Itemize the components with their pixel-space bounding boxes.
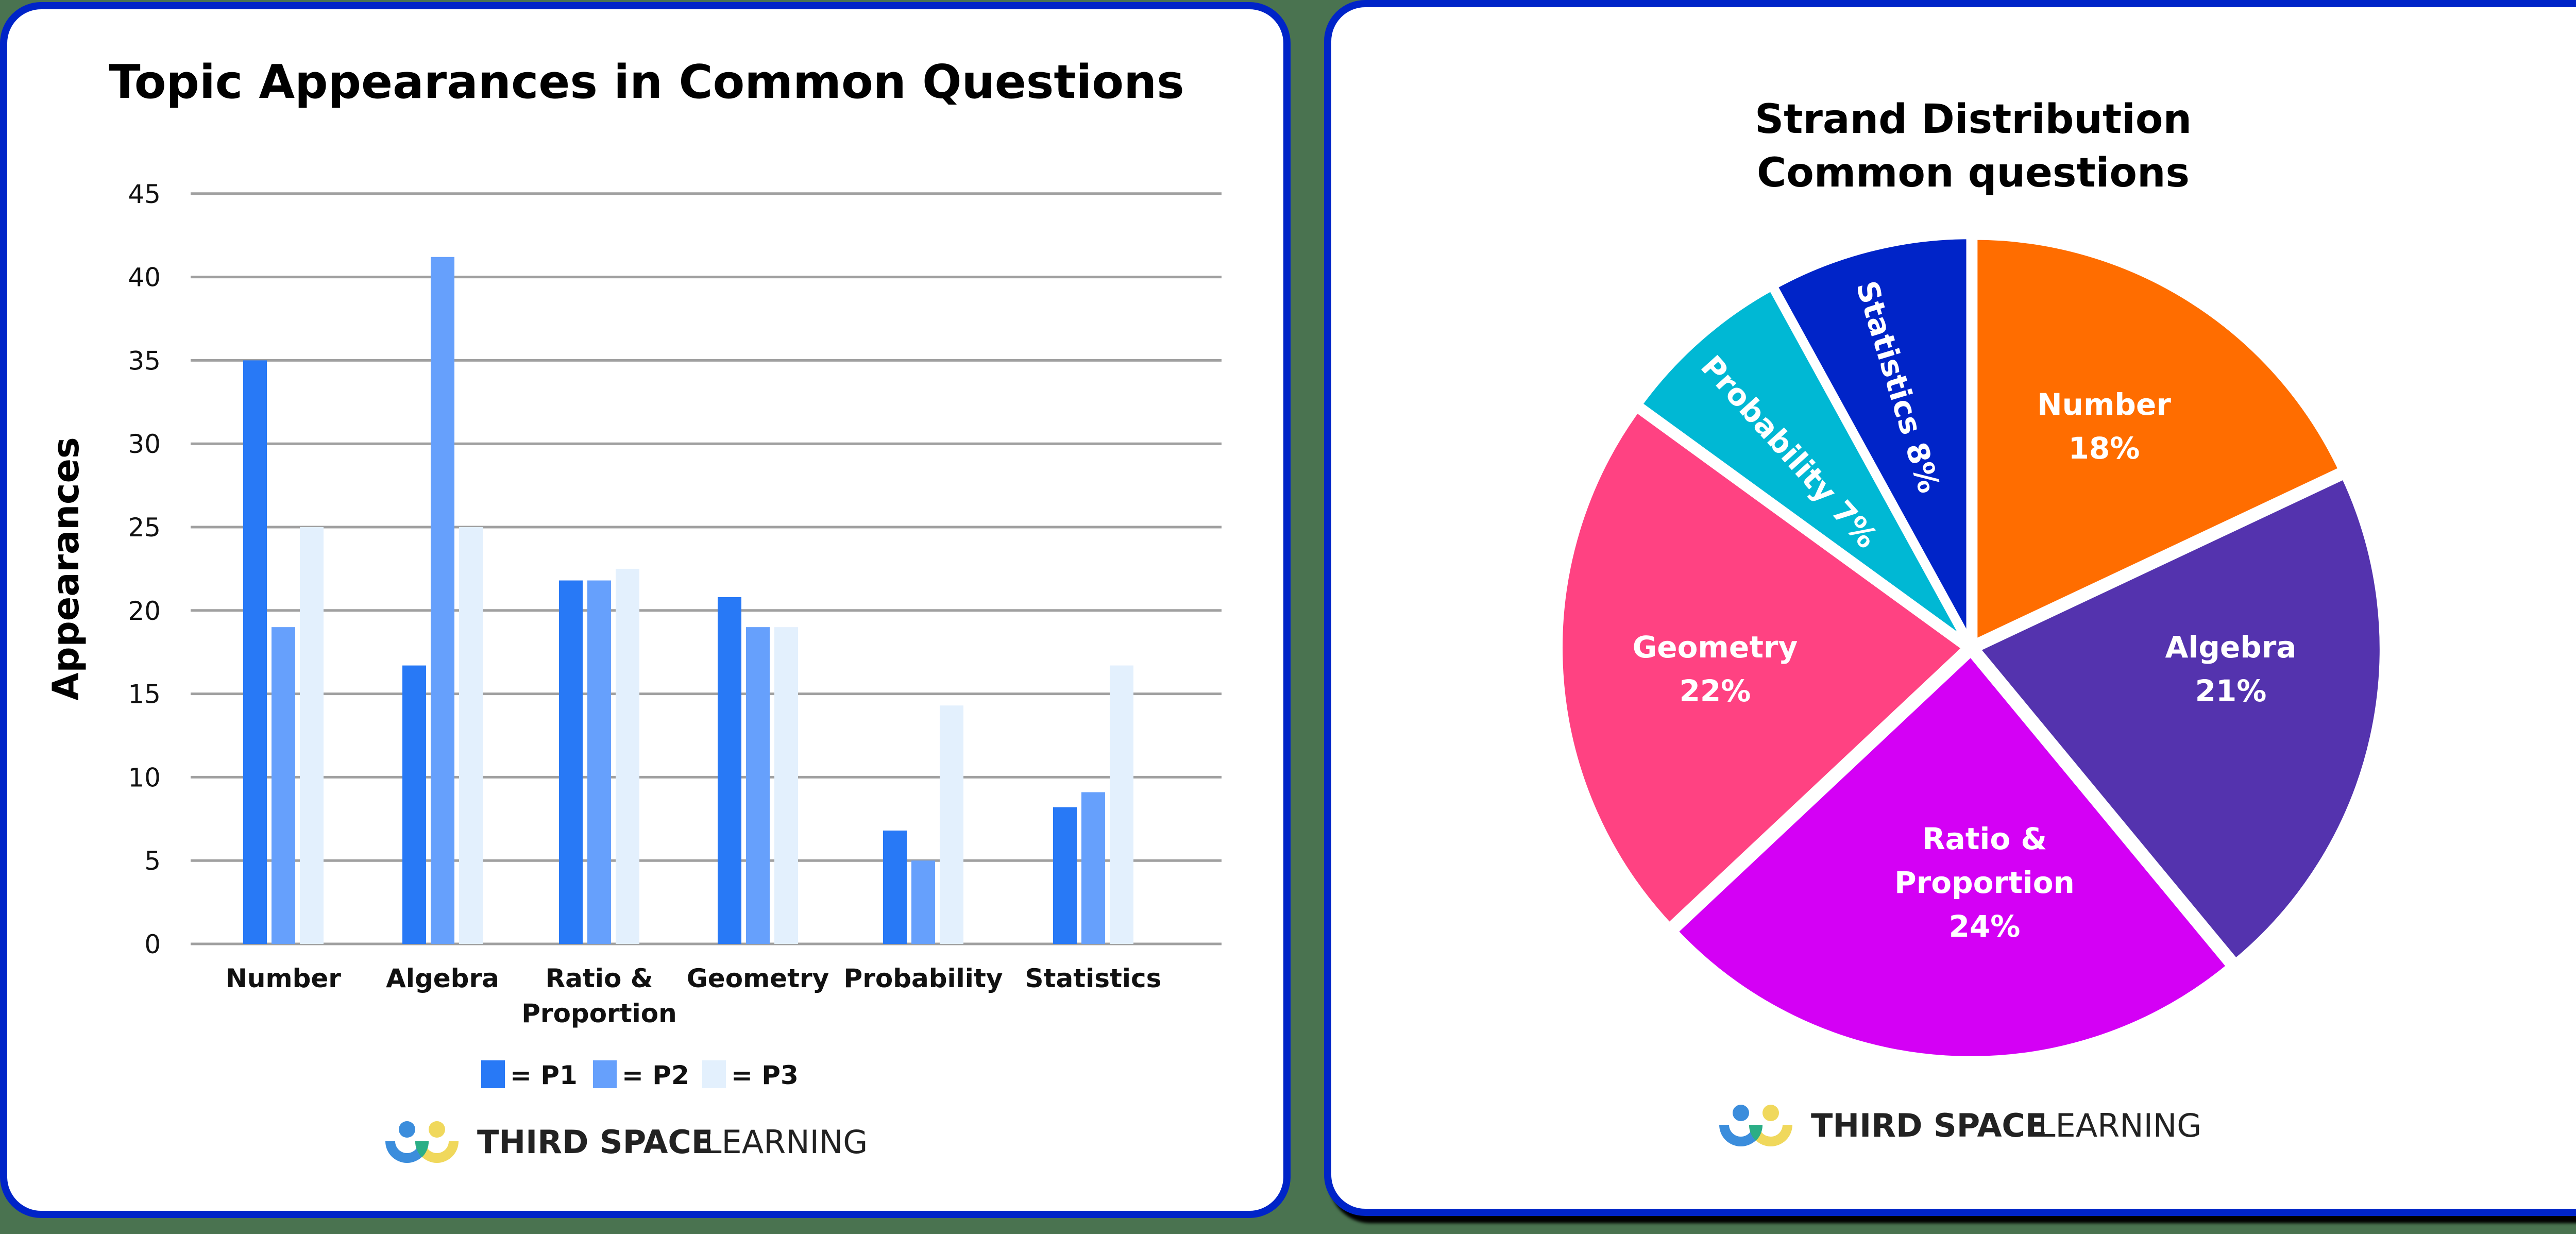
bar-p3 [1110,665,1133,944]
category-label: Ratio & [546,963,653,993]
legend-swatch-p2 [593,1060,617,1088]
category-label: Probability [844,963,1003,993]
slice-label-proportion: Proportion [1894,865,2075,900]
bar-p2 [746,627,770,944]
logo-text-bold: THIRD SPACE [477,1123,713,1161]
bar-p3 [300,527,324,944]
slice-label-ratio: Ratio & [1922,821,2047,856]
category-label: Number [226,963,341,993]
y-tick-label: 45 [128,179,161,209]
logo-text-light: LEARNING [704,1123,868,1161]
category-label: Algebra [386,963,499,993]
bar-p3 [459,527,483,944]
bar-p3 [774,627,798,944]
pie-slice-probability [1635,283,1972,648]
y-tick-label: 35 [128,346,161,376]
bar-p1 [1053,807,1077,944]
slice-pct-algebra: 21% [2195,673,2267,708]
bar-p1 [718,597,741,944]
bar-p2 [272,627,295,944]
third-space-learning-logo: THIRD SPACE LEARNING [385,1121,868,1163]
category-label: Statistics [1025,963,1162,993]
pie-slice-statistics [1770,232,1974,647]
bar-p1 [559,580,583,944]
y-tick-label: 15 [128,680,161,709]
legend-label-p3: = P3 [731,1060,799,1090]
legend-label-p1: = P1 [510,1060,578,1090]
third-space-learning-logo-right: THIRD SPACE LEARNING [1719,1105,2201,1146]
logo-icon [385,1121,459,1163]
pie-slices [1555,232,2387,1063]
y-axis-label: Appearances [45,437,87,700]
category-label: Geometry [687,963,829,993]
category-labels: Number Algebra Ratio & Proportion Geometry Pr… [226,963,1161,1028]
logo-text-bold: THIRD SPACE [1811,1107,2047,1144]
bar-p1 [883,830,907,944]
legend: = P1 = P2 = P3 [481,1060,799,1090]
pie-slice-geometry [1555,405,1970,931]
y-tick-label: 5 [144,846,161,876]
slice-pct-number: 18% [2069,431,2140,466]
pie-slice-number [1970,232,2346,647]
bar-p3 [940,705,963,944]
gridlines [191,192,1222,945]
pie-slice-ratio [1670,649,2234,1063]
legend-swatch-p3 [702,1060,726,1088]
slice-label-algebra: Algebra [2165,630,2297,665]
slice-pct-geometry: 22% [1680,673,1751,708]
bar-p3 [616,568,639,944]
bar-p2 [1081,792,1105,944]
y-tick-label: 30 [128,429,161,459]
y-tick-label: 25 [128,513,161,543]
y-tick-labels: 0 5 10 15 20 25 30 35 40 45 [128,179,161,959]
bar-p2 [911,860,935,944]
y-tick-label: 0 [144,929,161,959]
logo-icon [1719,1105,1792,1146]
bars [243,257,1133,944]
y-tick-label: 40 [128,263,161,293]
legend-swatch-p1 [481,1060,505,1088]
legend-label-p2: = P2 [622,1060,689,1090]
logo-text-light: LEARNING [2038,1107,2201,1144]
y-tick-label: 10 [128,763,161,792]
pie-chart-title-line1: Strand Distribution [1755,96,2192,143]
category-label: Proportion [521,999,676,1028]
slice-label-geometry: Geometry [1633,630,1798,665]
pie-slice-algebra [1972,471,2387,966]
bar-p2 [587,580,611,944]
bar-chart-title: Topic Appearances in Common Questions [109,55,1184,109]
bar-p1 [402,665,426,944]
y-tick-label: 20 [128,596,161,626]
slice-pct-ratio: 24% [1949,909,2021,944]
bar-p1 [243,360,267,944]
bar-p2 [431,257,454,944]
pie-chart-title-line2: Common questions [1757,150,2190,196]
slice-label-number: Number [2037,387,2171,422]
